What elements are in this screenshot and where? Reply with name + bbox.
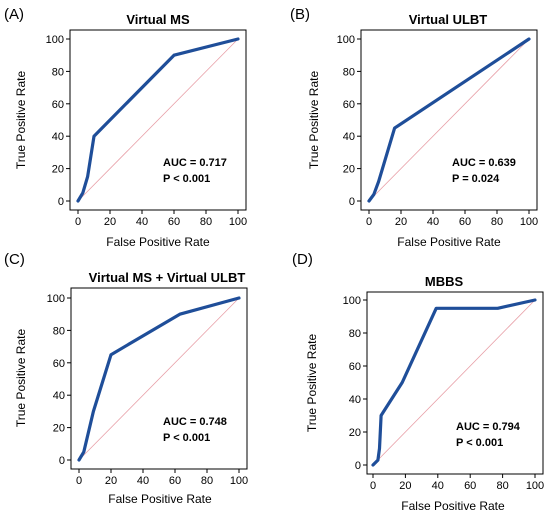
panel-a-letter: (A) [4,6,24,23]
panel-c-roc-curve [77,296,241,462]
x-tick-label: 100 [520,216,538,228]
y-tick-label: 20 [52,164,64,176]
panel-d: (D) MBBS 0 20 40 60 80 100 0 20 40 60 80 100 False… [292,251,544,513]
panel-c-y-axis-label: True Positive Rate [14,329,28,428]
panel-c-letter: (C) [4,251,25,268]
panel-a-title: Virtual MS [126,12,190,27]
x-tick-label: 40 [432,480,444,492]
panel-c-p-value-label: P < 0.001 [163,432,210,444]
x-tick-label: 20 [104,216,116,228]
panel-a: (A) Virtual MS 0 20 40 60 80 100 0 20 40 60 80 100… [4,6,247,249]
panel-a-y-ticks: 0 20 40 60 80 100 [46,34,70,208]
x-tick-label: 80 [200,216,212,228]
x-tick-label: 0 [76,475,82,487]
panel-b-p-value-label: P = 0.024 [452,173,500,185]
panel-d-title: MBBS [425,274,464,289]
y-tick-label: 80 [53,325,65,337]
y-tick-label: 100 [47,293,65,305]
panel-d-auc-label: AUC = 0.794 [456,421,521,433]
y-tick-label: 60 [53,358,65,370]
x-tick-label: 100 [230,475,248,487]
x-tick-label: 80 [491,216,503,228]
y-tick-label: 100 [337,34,355,46]
panel-b-x-axis-label: False Positive Rate [397,235,501,249]
x-tick-label: 60 [169,475,181,487]
y-tick-label: 20 [349,427,361,439]
panel-b-x-ticks: 0 20 40 60 80 100 [366,210,538,228]
y-tick-label: 60 [343,99,355,111]
x-tick-label: 100 [526,480,544,492]
x-tick-label: 60 [464,480,476,492]
y-tick-label: 40 [52,131,64,143]
panel-d-letter: (D) [292,251,313,268]
panel-b: (B) Virtual ULBT 0 20 40 60 80 100 0 20 40 60 80 1… [290,6,538,249]
panel-d-y-ticks: 0 20 40 60 80 100 [343,295,367,472]
x-tick-label: 60 [459,216,471,228]
panel-c-reference-line [78,297,240,461]
panel-d-x-ticks: 0 20 40 60 80 100 [370,474,544,492]
y-tick-label: 20 [343,164,355,176]
panel-a-plot-frame [69,29,247,211]
y-tick-label: 60 [349,361,361,373]
panel-b-title: Virtual ULBT [409,12,488,27]
x-tick-label: 0 [370,480,376,492]
panel-d-roc-curve [371,298,537,467]
panel-a-reference-line [77,38,239,202]
panel-a-x-ticks: 0 20 40 60 80 100 [75,210,247,228]
x-tick-label: 40 [136,216,148,228]
y-tick-label: 100 [343,295,361,307]
panel-c-x-axis-label: False Positive Rate [108,492,212,506]
panel-a-y-axis-label: True Positive Rate [14,71,28,170]
x-tick-label: 100 [229,216,247,228]
panel-b-roc-curve [367,37,531,203]
y-tick-label: 80 [349,328,361,340]
panel-b-reference-line [368,38,530,202]
y-tick-label: 0 [58,196,64,208]
panel-a-auc-label: AUC = 0.717 [163,157,227,169]
y-tick-label: 0 [349,196,355,208]
panel-d-p-value-label: P < 0.001 [456,437,503,449]
panel-d-x-axis-label: False Positive Rate [401,499,505,513]
x-tick-label: 40 [137,475,149,487]
panel-d-reference-line [372,299,536,466]
panel-b-y-ticks: 0 20 40 60 80 100 [337,34,361,208]
y-tick-label: 0 [59,455,65,467]
panel-c: (C) Virtual MS + Virtual ULBT 0 20 40 60 80 1… [4,251,248,506]
panel-c-title: Virtual MS + Virtual ULBT [89,270,246,285]
x-tick-label: 80 [496,480,508,492]
panel-a-x-axis-label: False Positive Rate [106,235,210,249]
panel-c-y-ticks: 0 20 40 60 80 100 [47,293,71,467]
panel-a-roc-curve [76,37,240,203]
panel-b-y-axis-label: True Positive Rate [307,71,321,170]
x-tick-label: 20 [105,475,117,487]
y-tick-label: 80 [343,66,355,78]
y-tick-label: 80 [52,66,64,78]
y-tick-label: 100 [46,34,64,46]
panel-c-plot-frame [70,287,248,470]
y-tick-label: 20 [53,423,65,435]
y-tick-label: 0 [355,460,361,472]
panel-a-p-value-label: P < 0.001 [163,173,210,185]
panel-d-y-axis-label: True Positive Rate [305,334,319,433]
y-tick-label: 40 [343,131,355,143]
panel-b-plot-frame [360,29,538,211]
panel-c-auc-label: AUC = 0.748 [163,416,227,428]
x-tick-label: 60 [168,216,180,228]
x-tick-label: 20 [395,216,407,228]
panel-b-letter: (B) [290,6,310,23]
panel-d-plot-frame [366,291,544,475]
x-tick-label: 40 [427,216,439,228]
x-tick-label: 80 [201,475,213,487]
x-tick-label: 0 [75,216,81,228]
panel-b-auc-label: AUC = 0.639 [452,157,516,169]
x-tick-label: 20 [399,480,411,492]
x-tick-label: 0 [366,216,372,228]
y-tick-label: 40 [53,390,65,402]
y-tick-label: 60 [52,99,64,111]
panel-c-x-ticks: 0 20 40 60 80 100 [76,469,248,487]
y-tick-label: 40 [349,394,361,406]
